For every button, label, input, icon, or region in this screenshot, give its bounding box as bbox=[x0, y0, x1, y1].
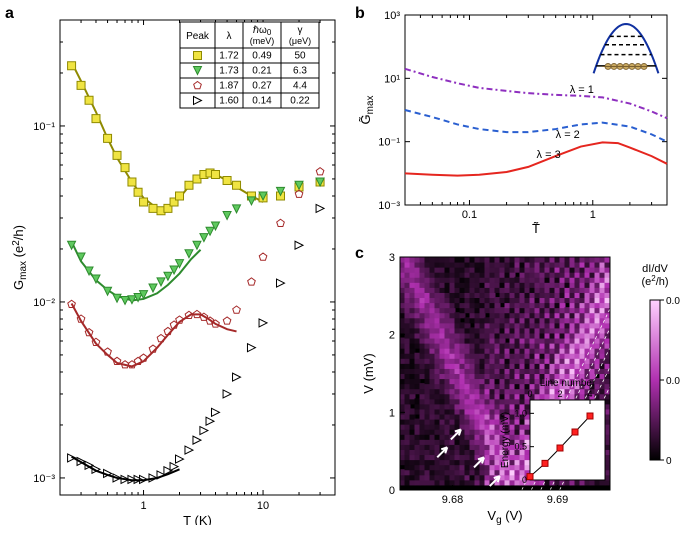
svg-text:0.5: 0.5 bbox=[514, 442, 527, 452]
svg-text:λ = 2: λ = 2 bbox=[556, 129, 580, 141]
svg-text:1.60: 1.60 bbox=[219, 96, 239, 107]
panel-c-plot: 9.689.690123Vg (V)V (mV)00.040.08dI/dV(e… bbox=[355, 245, 680, 525]
svg-text:0.04: 0.04 bbox=[666, 376, 680, 387]
panel-c: c 9.689.690123Vg (V)V (mV)00.040.08dI/dV… bbox=[355, 245, 680, 525]
svg-text:3: 3 bbox=[389, 252, 395, 264]
panel-b: b 0.1 1 10⁻³ 10⁻¹ 10¹ 10³ T̃ G̃max λ = 1 λ = 2 λ =… bbox=[355, 5, 680, 235]
panel-c-label: c bbox=[355, 245, 364, 263]
svg-text:1.87: 1.87 bbox=[219, 81, 239, 92]
panel-a: a 11010⁻³10⁻²10⁻¹T (K)Gmax (e2/h)Peakλℏω… bbox=[5, 5, 340, 525]
svg-text:4.4: 4.4 bbox=[293, 81, 307, 92]
svg-text:1.0: 1.0 bbox=[514, 408, 527, 418]
svg-text:(e2/h): (e2/h) bbox=[641, 274, 668, 288]
svg-text:Energy (mV): Energy (mV) bbox=[500, 412, 511, 468]
svg-text:9.69: 9.69 bbox=[547, 494, 568, 506]
panel-a-label: a bbox=[5, 5, 14, 23]
svg-text:Line number: Line number bbox=[540, 378, 596, 389]
svg-text:λ = 3: λ = 3 bbox=[537, 149, 561, 161]
svg-text:G̃max: G̃max bbox=[358, 95, 376, 124]
svg-text:10⁻²: 10⁻² bbox=[33, 297, 55, 309]
svg-text:(μeV): (μeV) bbox=[289, 36, 311, 46]
panel-b-label: b bbox=[355, 5, 365, 23]
svg-text:Gmax (e2/h): Gmax (e2/h) bbox=[11, 225, 29, 290]
svg-text:10: 10 bbox=[257, 500, 269, 512]
svg-text:10⁻³: 10⁻³ bbox=[33, 473, 55, 485]
svg-text:V (mV): V (mV) bbox=[361, 353, 376, 393]
svg-text:γ: γ bbox=[298, 25, 303, 36]
svg-text:1: 1 bbox=[140, 500, 146, 512]
svg-text:0.27: 0.27 bbox=[252, 81, 272, 92]
svg-text:0: 0 bbox=[527, 389, 532, 399]
svg-text:10⁻³: 10⁻³ bbox=[378, 200, 400, 212]
svg-text:0.21: 0.21 bbox=[252, 66, 272, 77]
svg-text:6.3: 6.3 bbox=[293, 66, 307, 77]
svg-text:4: 4 bbox=[587, 389, 592, 399]
svg-text:1: 1 bbox=[590, 209, 596, 221]
svg-text:0.49: 0.49 bbox=[252, 51, 272, 62]
svg-text:2: 2 bbox=[389, 330, 395, 342]
svg-text:9.68: 9.68 bbox=[442, 494, 463, 506]
svg-text:1: 1 bbox=[389, 407, 395, 419]
panel-a-plot: 11010⁻³10⁻²10⁻¹T (K)Gmax (e2/h)Peakλℏω0(… bbox=[5, 5, 340, 525]
svg-text:2: 2 bbox=[557, 389, 562, 399]
svg-text:0.14: 0.14 bbox=[252, 96, 272, 107]
svg-text:0.1: 0.1 bbox=[462, 209, 477, 221]
svg-text:10⁻¹: 10⁻¹ bbox=[378, 137, 400, 149]
svg-text:10³: 10³ bbox=[384, 10, 400, 22]
svg-text:50: 50 bbox=[294, 51, 306, 62]
svg-text:Peak: Peak bbox=[186, 31, 210, 42]
svg-text:1.73: 1.73 bbox=[219, 66, 239, 77]
svg-text:T̃: T̃ bbox=[532, 221, 540, 235]
svg-text:λ: λ bbox=[227, 31, 232, 42]
svg-text:λ = 1: λ = 1 bbox=[570, 84, 594, 96]
svg-text:(meV): (meV) bbox=[250, 36, 275, 46]
svg-text:Vg (V): Vg (V) bbox=[487, 508, 522, 525]
svg-text:1.72: 1.72 bbox=[219, 51, 239, 62]
svg-text:10⁻¹: 10⁻¹ bbox=[33, 121, 55, 133]
svg-text:T (K): T (K) bbox=[183, 513, 212, 525]
svg-text:0: 0 bbox=[389, 485, 395, 497]
svg-text:0.22: 0.22 bbox=[290, 96, 310, 107]
svg-text:0: 0 bbox=[666, 456, 672, 467]
svg-text:10¹: 10¹ bbox=[384, 73, 400, 85]
panel-b-plot: 0.1 1 10⁻³ 10⁻¹ 10¹ 10³ T̃ G̃max λ = 1 λ = 2 λ = 3 bbox=[355, 5, 680, 235]
svg-text:0.08: 0.08 bbox=[666, 296, 680, 307]
svg-text:0: 0 bbox=[522, 475, 527, 485]
